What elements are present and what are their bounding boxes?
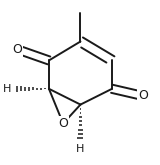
Text: O: O [12,43,22,56]
Text: H: H [3,84,11,94]
Text: H: H [76,144,85,154]
Text: O: O [58,117,68,130]
Text: O: O [138,89,148,102]
